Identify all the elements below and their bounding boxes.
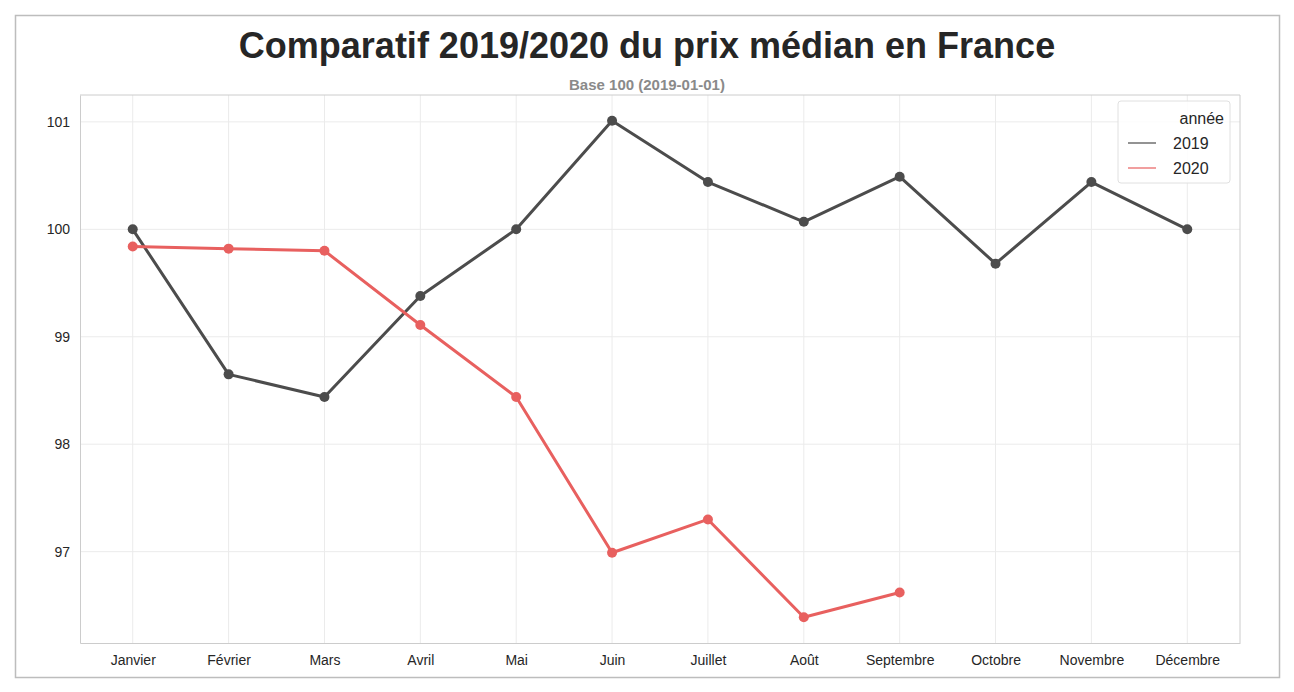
grid-line [324,95,325,643]
legend-swatch [1128,142,1156,143]
marker [224,369,234,379]
marker [511,392,521,402]
marker [415,320,425,330]
tick: Novembre [1060,643,1125,668]
figure-frame [16,16,1280,678]
grid-line [132,95,133,643]
grid-line [803,95,804,643]
tick-label: Janvier [111,652,156,668]
tick: 99 [54,329,80,345]
legend-label: 2020 [1173,160,1209,177]
legend-label: 2019 [1173,135,1209,152]
marker [703,177,713,187]
line [133,247,900,618]
grid-line [995,95,996,643]
marker [128,242,138,252]
tick: Août [790,643,819,668]
tick: Mai [505,643,528,668]
marker [319,246,329,256]
tick: 100 [47,221,80,237]
axis-line [81,643,1241,644]
tick-label: Mai [505,652,528,668]
tick-label: Mars [309,652,340,668]
plot-frame [1240,95,1241,643]
tick-label: Juillet [691,652,727,668]
grid-line [228,95,229,643]
marker [224,244,234,254]
line [133,121,1188,397]
tick-label: Février [207,652,251,668]
marker [799,612,809,622]
plot-area [128,116,1193,622]
marker [607,116,617,126]
grid-line [80,229,1240,230]
tick: Février [207,643,251,668]
grid-line [80,551,1240,552]
tick-label: Novembre [1060,652,1125,668]
tick: Décembre [1155,643,1220,668]
y-axis: 97 98 99 100 101 [47,96,81,644]
tick-label: Août [790,652,819,668]
grid-line [80,121,1240,122]
grid-line [80,444,1240,445]
tick-label: Avril [407,652,434,668]
chart: Comparatif 2019/2020 du prix médian en F… [0,0,1294,692]
marker [511,224,521,234]
tick-label: 97 [54,544,70,560]
plot-frame [80,95,1240,96]
tick: Juillet [691,643,727,668]
grid-line [420,95,421,643]
marker [128,224,138,234]
marker [415,291,425,301]
tick: 101 [47,114,80,130]
grid-line [80,336,1240,337]
tick: Septembre [866,643,935,668]
grid [80,95,1240,643]
tick: Janvier [111,643,156,668]
grid-line [516,95,517,643]
tick: 97 [54,544,80,560]
marker [895,587,905,597]
tick-label: 101 [47,114,71,130]
marker [1086,177,1096,187]
tick-label: 98 [54,436,70,452]
grid-line [612,95,613,643]
axis-line [80,96,81,644]
marker [991,259,1001,269]
tick: Avril [407,643,434,668]
tick-label: Octobre [971,652,1021,668]
marker [703,514,713,524]
legend-swatch [1128,167,1156,168]
title: Comparatif 2019/2020 du prix médian en F… [239,25,1055,66]
tick: Octobre [971,643,1021,668]
marker [1182,224,1192,234]
subtitle: Base 100 (2019-01-01) [569,76,725,93]
marker [607,548,617,558]
legend-title: année [1180,110,1225,127]
tick-label: Septembre [866,652,935,668]
marker [319,392,329,402]
marker [799,217,809,227]
tick: Juin [600,643,626,668]
legend: année 2019 2020 [1118,101,1230,183]
legend-box [1118,101,1230,183]
tick-label: 99 [54,329,70,345]
tick-label: Juin [600,652,626,668]
tick-label: 100 [47,221,71,237]
tick-label: Décembre [1155,652,1220,668]
tick: Mars [309,643,340,668]
x-axis: Janvier Février Mars Avril Mai Juin Juillet Aoû… [81,643,1241,668]
marker [895,172,905,182]
tick: 98 [54,436,80,452]
